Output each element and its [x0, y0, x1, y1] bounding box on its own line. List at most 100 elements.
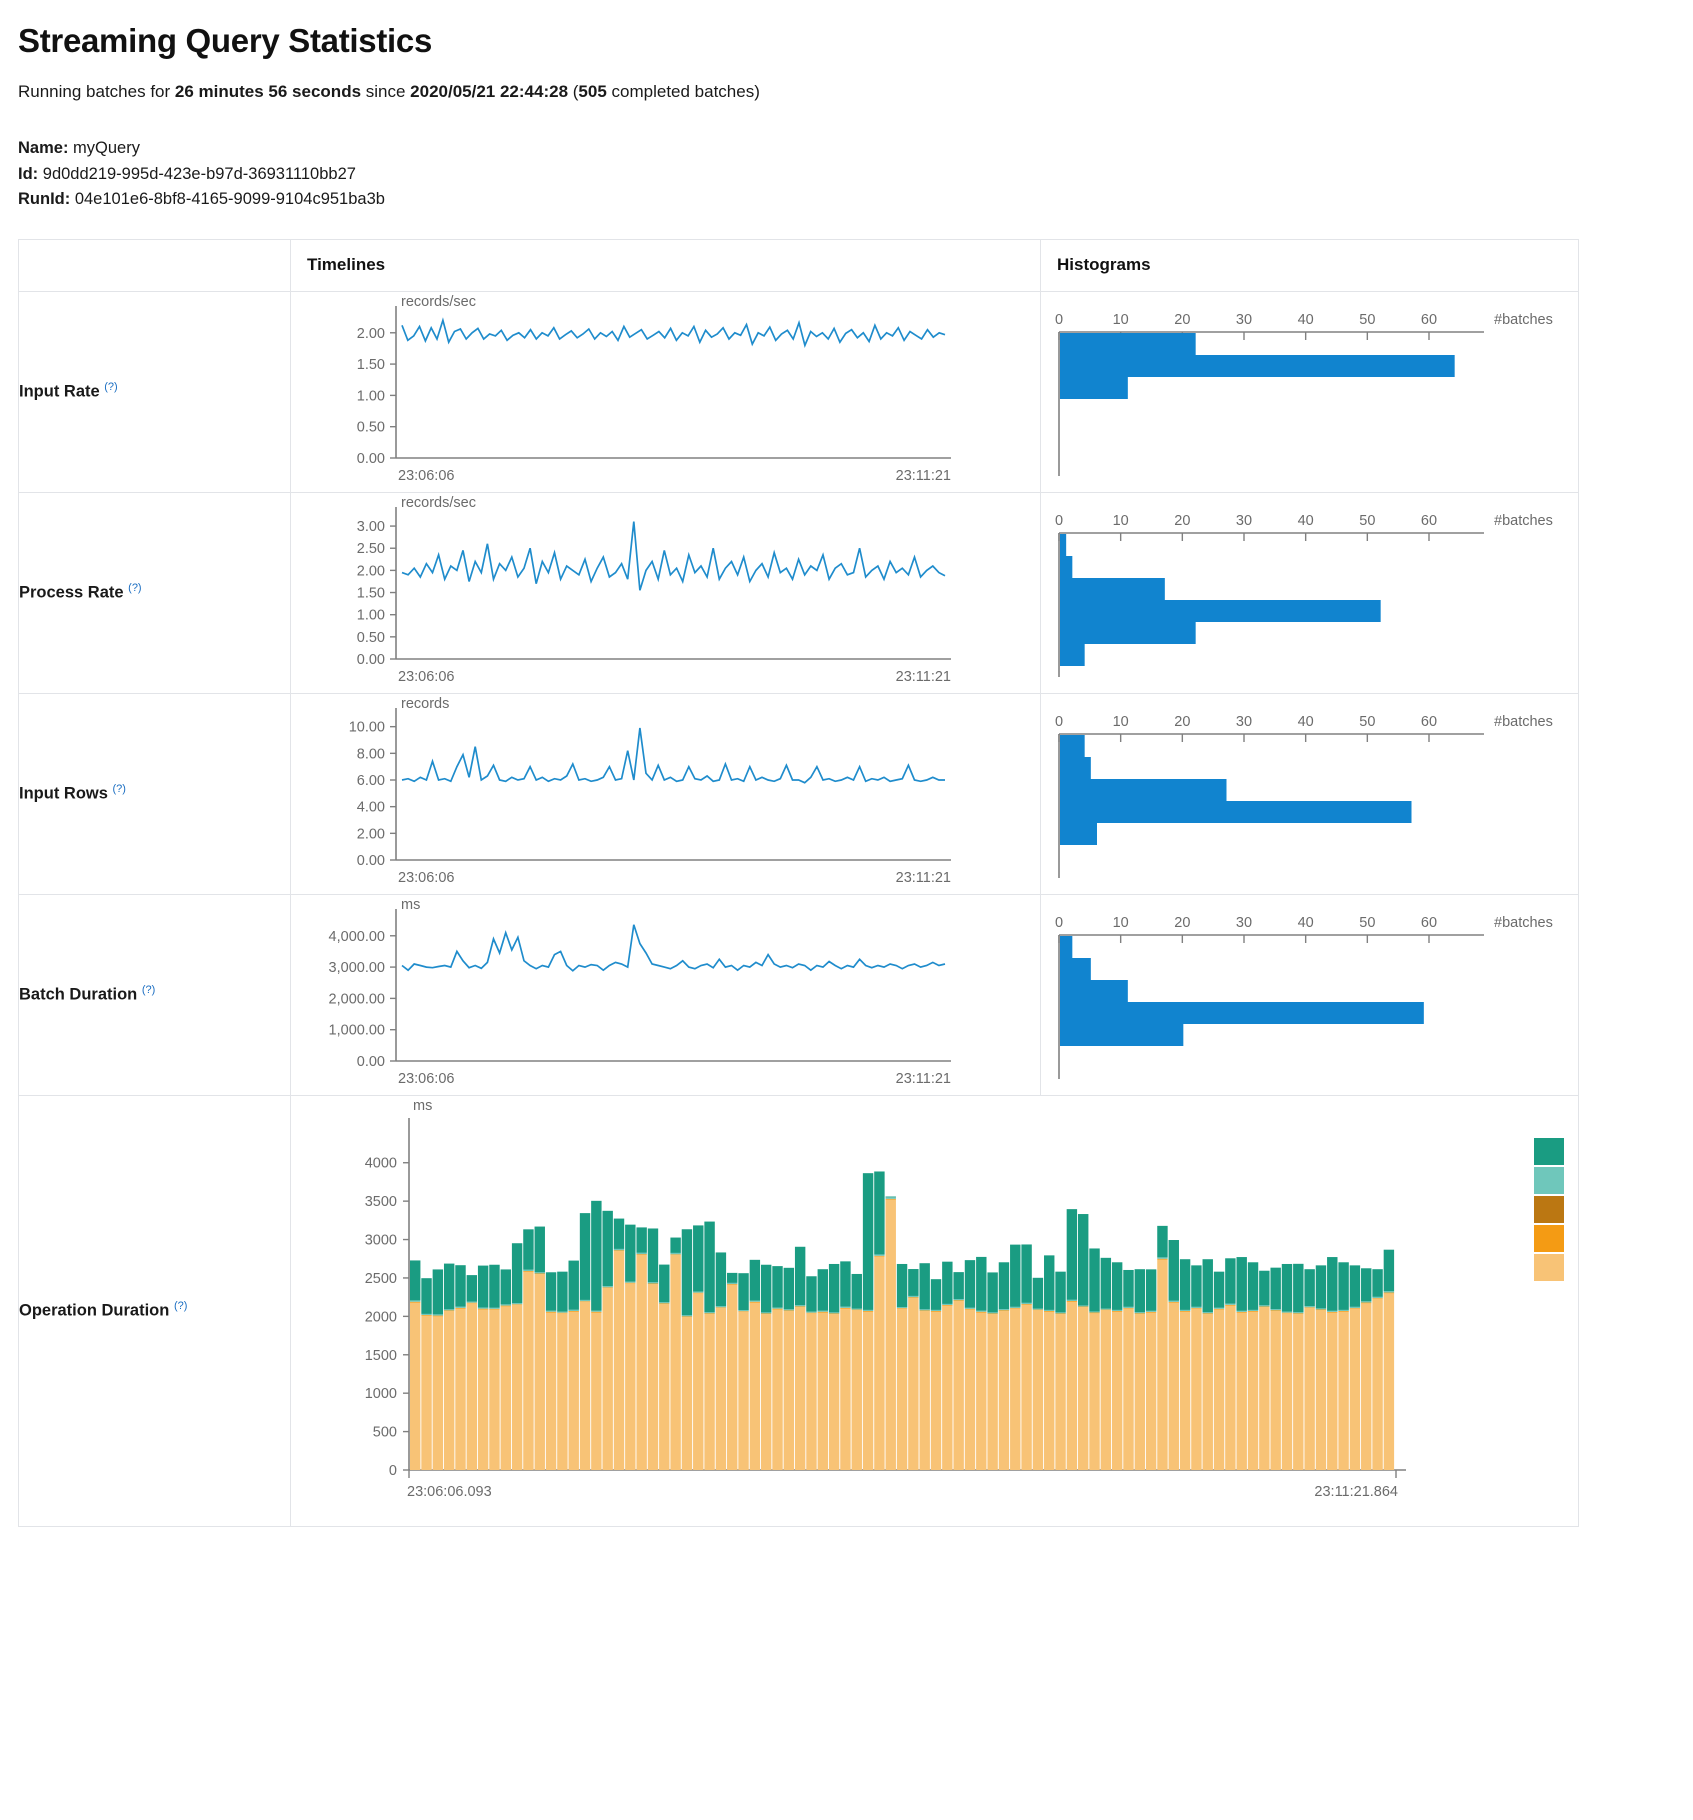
timeline-chart-process_rate[interactable]: records/sec 0.00 0.50 1.00 1.50 2.00 2.50 3.00 2…: [290, 491, 1041, 694]
page-title: Streaming Query Statistics: [18, 22, 433, 59]
svg-text:0: 0: [389, 1463, 397, 1479]
svg-text:#batches: #batches: [1494, 312, 1553, 328]
row-label-process_rate: Process Rate (?): [18, 491, 291, 694]
svg-text:4000: 4000: [365, 1155, 397, 1171]
svg-text:1500: 1500: [365, 1347, 397, 1363]
subtitle-open-paren: (: [568, 82, 579, 101]
svg-text:20: 20: [1174, 513, 1190, 529]
table-row: Input Rate (?) records/sec 0.00 0.50 1.00 1.5…: [18, 290, 1579, 493]
svg-text:1,000.00: 1,000.00: [329, 1022, 385, 1038]
histogram-chart-process_rate[interactable]: 0 10 20 30 40 50 60 #batches: [1040, 491, 1579, 694]
svg-text:4.00: 4.00: [357, 799, 385, 815]
timeline-wrapper: records 0.00 2.00 4.00 6.00 8.00 10.00 23:06:06…: [291, 694, 1040, 894]
svg-text:40: 40: [1298, 513, 1314, 529]
timeline-unit-label: records: [401, 695, 450, 712]
table-header-row: Timelines Histograms: [18, 238, 1579, 292]
svg-text:30: 30: [1236, 714, 1252, 730]
svg-text:10: 10: [1113, 714, 1129, 730]
svg-text:0.50: 0.50: [357, 630, 385, 646]
svg-text:#batches: #batches: [1494, 714, 1553, 730]
row-label-text: Input Rows: [19, 784, 108, 803]
meta-id-line: Id: 9d0dd219-995d-423e-b97d-36931110bb27: [18, 162, 1675, 188]
svg-text:50: 50: [1359, 714, 1375, 730]
subtitle-mid: since: [361, 82, 411, 101]
svg-text:40: 40: [1298, 714, 1314, 730]
legend-swatch-4[interactable]: [1534, 1224, 1564, 1252]
svg-text:500: 500: [373, 1424, 397, 1440]
svg-text:50: 50: [1359, 915, 1375, 931]
svg-text:1.00: 1.00: [357, 607, 385, 623]
row-label-text: Process Rate: [19, 583, 124, 602]
svg-text:3500: 3500: [365, 1194, 397, 1210]
svg-text:10: 10: [1113, 513, 1129, 529]
svg-text:2.00: 2.00: [357, 563, 385, 579]
operation-duration-legend: [1534, 1137, 1564, 1283]
svg-text:30: 30: [1236, 312, 1252, 328]
svg-text:60: 60: [1421, 915, 1437, 931]
svg-text:23:11:21: 23:11:21: [896, 870, 951, 886]
svg-text:0.50: 0.50: [357, 419, 385, 435]
svg-text:2.00: 2.00: [357, 325, 385, 341]
svg-text:50: 50: [1359, 312, 1375, 328]
query-metadata: Name: myQuery Id: 9d0dd219-995d-423e-b97…: [18, 136, 1675, 213]
svg-text:2500: 2500: [365, 1271, 397, 1287]
operation-duration-chart[interactable]: ms 0 500 1000 1500 2000 2500 3000 3500 4000 23:06:…: [290, 1094, 1579, 1527]
svg-text:20: 20: [1174, 915, 1190, 931]
subtitle-batch-count: 505: [578, 82, 607, 101]
meta-name-key: Name:: [18, 139, 69, 157]
header-timelines: Timelines: [290, 238, 1041, 292]
row-label-text: Batch Duration: [19, 985, 138, 1004]
subtitle-tail: completed batches): [606, 82, 760, 101]
svg-text:3000: 3000: [365, 1232, 397, 1248]
legend-swatch-1[interactable]: [1534, 1137, 1564, 1165]
svg-text:60: 60: [1421, 714, 1437, 730]
timeline-wrapper: ms 0.00 1,000.00 2,000.00 3,000.00 4,000.00 23…: [291, 895, 1040, 1095]
histogram-chart-input_rows[interactable]: 0 10 20 30 40 50 60 #batches: [1040, 692, 1579, 895]
svg-text:30: 30: [1236, 915, 1252, 931]
svg-text:40: 40: [1298, 915, 1314, 931]
meta-id-value: 9d0dd219-995d-423e-b97d-36931110bb27: [42, 164, 356, 183]
svg-text:0: 0: [1055, 312, 1063, 328]
timeline-chart-input_rate[interactable]: records/sec 0.00 0.50 1.00 1.50 2.00 23:06:06 2…: [290, 290, 1041, 493]
svg-text:23:11:21: 23:11:21: [896, 1071, 951, 1087]
svg-text:2.00: 2.00: [357, 826, 385, 842]
meta-name-value: myQuery: [73, 139, 140, 157]
timeline-chart-input_rows[interactable]: records 0.00 2.00 4.00 6.00 8.00 10.00 23:06:06…: [290, 692, 1041, 895]
histogram-chart-input_rate[interactable]: 0 10 20 30 40 50 60 #batches: [1040, 290, 1579, 493]
page-root: Streaming Query Statistics Running batch…: [18, 22, 1675, 1527]
row-label-text: Input Rate: [19, 382, 100, 401]
svg-text:30: 30: [1236, 513, 1252, 529]
svg-text:1.50: 1.50: [357, 585, 385, 601]
svg-text:2000: 2000: [365, 1309, 397, 1325]
svg-text:3.00: 3.00: [357, 519, 385, 535]
help-icon[interactable]: (?): [128, 582, 142, 595]
svg-text:2.50: 2.50: [357, 541, 385, 557]
subtitle-prefix: Running batches for: [18, 82, 175, 101]
svg-text:1.50: 1.50: [357, 357, 385, 373]
operation-duration-wrapper: ms 0 500 1000 1500 2000 2500 3000 3500 4000 23:06:…: [291, 1096, 1578, 1526]
timeline-unit-label: ms: [401, 896, 421, 913]
svg-text:60: 60: [1421, 513, 1437, 529]
table-row: Input Rows (?) records 0.00 2.00 4.00 6.00 8.0…: [18, 692, 1579, 895]
help-icon[interactable]: (?): [112, 783, 126, 796]
svg-text:10: 10: [1113, 915, 1129, 931]
svg-text:23:06:06: 23:06:06: [398, 1071, 454, 1087]
operation-duration-unit-label: ms: [413, 1097, 433, 1114]
svg-text:2,000.00: 2,000.00: [329, 991, 385, 1007]
svg-text:23:06:06: 23:06:06: [398, 870, 454, 886]
legend-swatch-2[interactable]: [1534, 1166, 1564, 1194]
timeline-chart-batch_duration[interactable]: ms 0.00 1,000.00 2,000.00 3,000.00 4,000.00 23…: [290, 893, 1041, 1096]
help-icon[interactable]: (?): [173, 1300, 188, 1313]
meta-id-key: Id:: [18, 164, 39, 183]
legend-swatch-5[interactable]: [1534, 1253, 1564, 1281]
subtitle-duration: 26 minutes 56 seconds: [174, 82, 362, 101]
histogram-chart-batch_duration[interactable]: 0 10 20 30 40 50 60 #batches: [1040, 893, 1579, 1096]
help-icon[interactable]: (?): [104, 381, 118, 394]
svg-text:3,000.00: 3,000.00: [329, 960, 385, 976]
meta-runid-value: 04e101e6-8bf8-4165-9099-9104c951ba3b: [74, 190, 385, 209]
help-icon[interactable]: (?): [141, 984, 156, 997]
timeline-wrapper: records/sec 0.00 0.50 1.00 1.50 2.00 2.50 3.00 2…: [291, 493, 1040, 693]
legend-swatch-3[interactable]: [1534, 1195, 1564, 1223]
timeline-unit-label: records/sec: [401, 494, 476, 511]
svg-text:8.00: 8.00: [357, 746, 385, 762]
